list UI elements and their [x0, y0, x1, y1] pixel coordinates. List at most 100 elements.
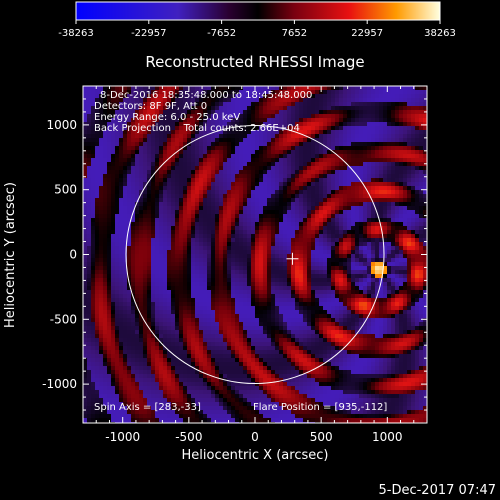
- heatmap-cell: [135, 282, 139, 286]
- heatmap-cell: [115, 210, 119, 214]
- heatmap-cell: [199, 170, 203, 174]
- heatmap-cell: [355, 222, 359, 226]
- heatmap-cell: [327, 202, 331, 206]
- heatmap-cell: [359, 166, 363, 170]
- heatmap-cell: [143, 102, 147, 106]
- heatmap-cell: [351, 98, 355, 102]
- heatmap-cell: [159, 298, 163, 302]
- heatmap-cell: [123, 202, 127, 206]
- heatmap-cell: [175, 294, 179, 298]
- heatmap-cell: [315, 106, 319, 110]
- heatmap-cell: [299, 282, 303, 286]
- heatmap-cell: [395, 286, 399, 290]
- heatmap-cell: [211, 106, 215, 110]
- heatmap-cell: [315, 234, 319, 238]
- heatmap-cell: [231, 154, 235, 158]
- heatmap-cell: [371, 122, 375, 126]
- heatmap-cell: [175, 214, 179, 218]
- heatmap-cell: [263, 198, 267, 202]
- heatmap-cell: [135, 190, 139, 194]
- heatmap-cell: [303, 250, 307, 254]
- heatmap-cell: [415, 206, 419, 210]
- heatmap-cell: [83, 250, 87, 254]
- heatmap-cell: [403, 262, 407, 266]
- heatmap-cell: [231, 134, 235, 138]
- heatmap-cell: [399, 178, 403, 182]
- heatmap-cell: [227, 158, 231, 162]
- heatmap-cell: [415, 158, 419, 162]
- heatmap-cell: [275, 274, 279, 278]
- heatmap-cell: [291, 94, 295, 98]
- heatmap-cell: [111, 138, 115, 142]
- heatmap-cell: [299, 310, 303, 314]
- heatmap-cell: [187, 230, 191, 234]
- heatmap-cell: [407, 162, 411, 166]
- heatmap-cell: [139, 250, 143, 254]
- heatmap-cell: [367, 174, 371, 178]
- heatmap-cell: [251, 150, 255, 154]
- heatmap-cell: [375, 274, 379, 278]
- heatmap-cell: [179, 174, 183, 178]
- heatmap-cell: [391, 230, 395, 234]
- heatmap-cell: [167, 146, 171, 150]
- heatmap-cell: [247, 130, 251, 134]
- heatmap-cell: [155, 106, 159, 110]
- heatmap-cell: [259, 230, 263, 234]
- heatmap-cell: [171, 170, 175, 174]
- heatmap-cell: [279, 230, 283, 234]
- heatmap-cell: [299, 170, 303, 174]
- heatmap-cell: [111, 218, 115, 222]
- heatmap-cell: [215, 194, 219, 198]
- heatmap-cell: [235, 278, 239, 282]
- heatmap-cell: [311, 270, 315, 274]
- heatmap-cell: [331, 242, 335, 246]
- heatmap-cell: [279, 198, 283, 202]
- heatmap-cell: [315, 278, 319, 282]
- heatmap-cell: [139, 110, 143, 114]
- heatmap-cell: [299, 98, 303, 102]
- heatmap-cell: [387, 234, 391, 238]
- heatmap-cell: [199, 310, 203, 314]
- heatmap-cell: [99, 94, 103, 98]
- heatmap-cell: [267, 242, 271, 246]
- heatmap-cell: [379, 286, 383, 290]
- heatmap-cell: [115, 118, 119, 122]
- heatmap-cell: [203, 174, 207, 178]
- heatmap-cell: [311, 218, 315, 222]
- heatmap-cell: [163, 170, 167, 174]
- heatmap-cell: [91, 86, 95, 90]
- heatmap-cell: [159, 150, 163, 154]
- heatmap-cell: [379, 294, 383, 298]
- heatmap-cell: [239, 218, 243, 222]
- heatmap-cell: [171, 114, 175, 118]
- heatmap-cell: [387, 202, 391, 206]
- heatmap-cell: [387, 310, 391, 314]
- heatmap-cell: [147, 298, 151, 302]
- heatmap-cell: [323, 314, 327, 318]
- heatmap-cell: [203, 310, 207, 314]
- heatmap-cell: [171, 250, 175, 254]
- heatmap-cell: [235, 242, 239, 246]
- heatmap-cell: [203, 218, 207, 222]
- heatmap-cell: [291, 182, 295, 186]
- heatmap-cell: [91, 290, 95, 294]
- heatmap-cell: [299, 178, 303, 182]
- heatmap-cell: [351, 186, 355, 190]
- heatmap-cell: [263, 222, 267, 226]
- heatmap-cell: [183, 306, 187, 310]
- heatmap-cell: [267, 106, 271, 110]
- heatmap-cell: [335, 94, 339, 98]
- heatmap-cell: [331, 106, 335, 110]
- heatmap-cell: [95, 254, 99, 258]
- heatmap-cell: [303, 298, 307, 302]
- heatmap-cell: [315, 238, 319, 242]
- heatmap-cell: [243, 150, 247, 154]
- heatmap-cell: [255, 210, 259, 214]
- heatmap-cell: [371, 202, 375, 206]
- heatmap-cell: [395, 94, 399, 98]
- heatmap-cell: [115, 218, 119, 222]
- heatmap-cell: [131, 230, 135, 234]
- heatmap-cell: [87, 134, 91, 138]
- heatmap-cell: [139, 162, 143, 166]
- heatmap-cell: [303, 246, 307, 250]
